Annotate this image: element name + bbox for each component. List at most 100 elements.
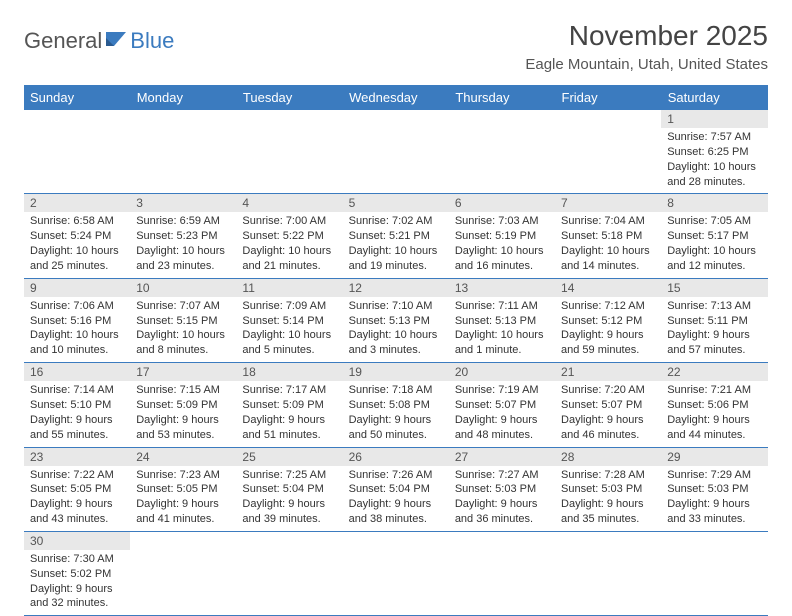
day-content-cell (130, 128, 236, 194)
weekday-header: Saturday (661, 85, 767, 110)
day-number-cell: 12 (343, 278, 449, 297)
day-info-line: Sunset: 5:08 PM (349, 398, 443, 413)
day-info-line: Daylight: 10 hours (667, 244, 761, 259)
day-number-cell (24, 110, 130, 128)
day-content-cell: Sunrise: 7:57 AMSunset: 6:25 PMDaylight:… (661, 128, 767, 194)
day-info-line: Sunrise: 7:07 AM (136, 299, 230, 314)
day-number-cell: 26 (343, 447, 449, 466)
day-info-line: and 33 minutes. (667, 512, 761, 527)
day-info-line: and 48 minutes. (455, 428, 549, 443)
day-content-cell: Sunrise: 7:22 AMSunset: 5:05 PMDaylight:… (24, 466, 130, 532)
day-number-cell: 30 (24, 531, 130, 550)
day-content-row: Sunrise: 6:58 AMSunset: 5:24 PMDaylight:… (24, 212, 768, 278)
day-info-line: and 53 minutes. (136, 428, 230, 443)
day-number-cell: 20 (449, 363, 555, 382)
day-info-line: Daylight: 9 hours (455, 497, 549, 512)
day-info-line: Sunset: 5:07 PM (561, 398, 655, 413)
day-number-row: 9101112131415 (24, 278, 768, 297)
day-info-line: Sunset: 5:15 PM (136, 314, 230, 329)
day-info-line: Sunset: 5:23 PM (136, 229, 230, 244)
header: General Blue November 2025 Eagle Mountai… (24, 20, 768, 73)
day-content-row: Sunrise: 7:14 AMSunset: 5:10 PMDaylight:… (24, 381, 768, 447)
location: Eagle Mountain, Utah, United States (525, 56, 768, 73)
day-content-cell (130, 550, 236, 616)
day-info-line: Daylight: 10 hours (242, 328, 336, 343)
day-info-line: and 39 minutes. (242, 512, 336, 527)
day-number-cell (343, 110, 449, 128)
day-content-cell: Sunrise: 7:15 AMSunset: 5:09 PMDaylight:… (130, 381, 236, 447)
day-number-cell: 7 (555, 194, 661, 213)
day-info-line: Sunset: 5:04 PM (242, 482, 336, 497)
day-content-cell (236, 550, 342, 616)
day-info-line: Daylight: 9 hours (561, 497, 655, 512)
day-info-line: Sunrise: 7:27 AM (455, 468, 549, 483)
day-content-cell: Sunrise: 7:26 AMSunset: 5:04 PMDaylight:… (343, 466, 449, 532)
weekday-header: Tuesday (236, 85, 342, 110)
day-number-cell: 11 (236, 278, 342, 297)
day-info-line: Sunset: 5:21 PM (349, 229, 443, 244)
day-info-line: Sunset: 5:14 PM (242, 314, 336, 329)
flag-icon (106, 30, 128, 53)
day-info-line: Sunset: 5:04 PM (349, 482, 443, 497)
day-info-line: Daylight: 10 hours (349, 328, 443, 343)
day-info-line: Sunrise: 7:02 AM (349, 214, 443, 229)
day-content-cell: Sunrise: 7:25 AMSunset: 5:04 PMDaylight:… (236, 466, 342, 532)
day-number-cell (130, 110, 236, 128)
day-info-line: Sunrise: 7:03 AM (455, 214, 549, 229)
day-number-cell: 9 (24, 278, 130, 297)
day-info-line: Daylight: 10 hours (242, 244, 336, 259)
day-info-line: Daylight: 9 hours (667, 413, 761, 428)
day-info-line: Sunrise: 7:18 AM (349, 383, 443, 398)
day-info-line: Sunrise: 6:58 AM (30, 214, 124, 229)
day-info-line: and 51 minutes. (242, 428, 336, 443)
day-info-line: Sunrise: 7:28 AM (561, 468, 655, 483)
day-info-line: and 46 minutes. (561, 428, 655, 443)
day-content-cell: Sunrise: 7:09 AMSunset: 5:14 PMDaylight:… (236, 297, 342, 363)
day-content-cell: Sunrise: 7:00 AMSunset: 5:22 PMDaylight:… (236, 212, 342, 278)
day-info-line: Sunrise: 7:05 AM (667, 214, 761, 229)
day-content-row: Sunrise: 7:06 AMSunset: 5:16 PMDaylight:… (24, 297, 768, 363)
day-info-line: Daylight: 10 hours (136, 328, 230, 343)
day-info-line: Daylight: 10 hours (561, 244, 655, 259)
day-content-cell: Sunrise: 7:05 AMSunset: 5:17 PMDaylight:… (661, 212, 767, 278)
day-info-line: and 41 minutes. (136, 512, 230, 527)
day-content-cell: Sunrise: 7:06 AMSunset: 5:16 PMDaylight:… (24, 297, 130, 363)
day-info-line: Daylight: 9 hours (667, 328, 761, 343)
day-info-line: Daylight: 10 hours (455, 328, 549, 343)
day-info-line: and 50 minutes. (349, 428, 443, 443)
day-content-cell: Sunrise: 7:30 AMSunset: 5:02 PMDaylight:… (24, 550, 130, 616)
day-content-cell: Sunrise: 7:02 AMSunset: 5:21 PMDaylight:… (343, 212, 449, 278)
day-info-line: Daylight: 9 hours (136, 413, 230, 428)
day-number-cell: 5 (343, 194, 449, 213)
logo: General Blue (24, 28, 174, 54)
day-info-line: Daylight: 9 hours (349, 413, 443, 428)
day-content-cell: Sunrise: 6:58 AMSunset: 5:24 PMDaylight:… (24, 212, 130, 278)
day-number-row: 23242526272829 (24, 447, 768, 466)
day-info-line: Sunrise: 7:20 AM (561, 383, 655, 398)
day-info-line: and 10 minutes. (30, 343, 124, 358)
day-number-cell (555, 531, 661, 550)
day-info-line: Sunset: 5:02 PM (30, 567, 124, 582)
day-content-cell: Sunrise: 7:18 AMSunset: 5:08 PMDaylight:… (343, 381, 449, 447)
day-info-line: Sunrise: 7:23 AM (136, 468, 230, 483)
day-info-line: and 36 minutes. (455, 512, 549, 527)
day-info-line: Sunrise: 7:25 AM (242, 468, 336, 483)
day-number-cell (555, 110, 661, 128)
day-info-line: Daylight: 9 hours (561, 413, 655, 428)
calendar-table: SundayMondayTuesdayWednesdayThursdayFrid… (24, 85, 768, 616)
day-number-cell: 15 (661, 278, 767, 297)
day-number-cell: 8 (661, 194, 767, 213)
day-content-cell (24, 128, 130, 194)
day-info-line: and 5 minutes. (242, 343, 336, 358)
day-info-line: Sunset: 5:18 PM (561, 229, 655, 244)
day-number-cell (343, 531, 449, 550)
day-info-line: and 44 minutes. (667, 428, 761, 443)
day-info-line: Sunset: 5:03 PM (667, 482, 761, 497)
day-info-line: Daylight: 10 hours (667, 160, 761, 175)
day-info-line: and 32 minutes. (30, 596, 124, 611)
day-info-line: Sunrise: 7:13 AM (667, 299, 761, 314)
day-number-cell: 28 (555, 447, 661, 466)
weekday-header: Friday (555, 85, 661, 110)
day-info-line: Sunrise: 7:29 AM (667, 468, 761, 483)
day-number-row: 2345678 (24, 194, 768, 213)
